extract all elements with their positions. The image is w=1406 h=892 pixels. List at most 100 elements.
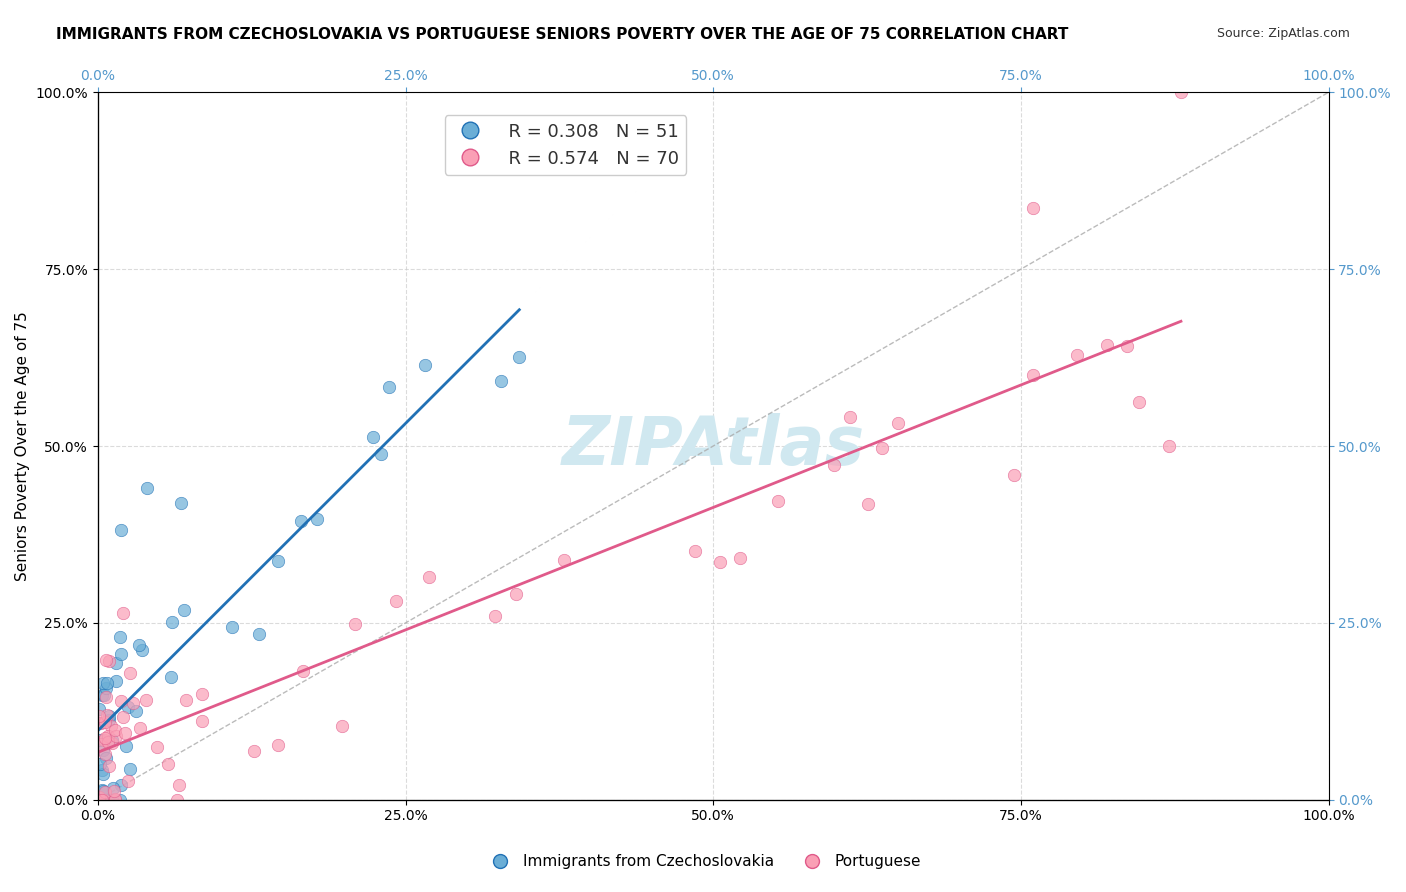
Point: [115, 739, 138, 754]
Point: [1022, 202, 1045, 216]
Point: [89, 702, 111, 716]
Point: [385, 593, 408, 607]
Point: [1095, 338, 1118, 352]
Point: [378, 379, 401, 393]
Point: [128, 638, 150, 652]
Point: [120, 762, 142, 776]
Point: [243, 743, 266, 757]
Point: [93, 676, 115, 690]
Point: [117, 699, 139, 714]
Point: [98, 759, 121, 773]
Point: [343, 616, 366, 631]
Point: [173, 603, 195, 617]
Point: [90, 715, 112, 730]
Point: [728, 550, 751, 565]
Point: [110, 647, 132, 661]
Point: [110, 694, 132, 708]
Point: [97, 729, 120, 743]
Point: [91, 743, 114, 757]
Point: [118, 666, 141, 681]
Point: [101, 793, 124, 807]
Point: [135, 693, 157, 707]
Point: [94, 714, 117, 729]
Point: [1128, 395, 1150, 409]
Point: [100, 719, 122, 733]
Point: [111, 606, 134, 620]
Point: [96, 708, 118, 723]
Point: [111, 710, 134, 724]
Point: [96, 735, 118, 749]
Point: [887, 416, 910, 430]
Point: [484, 609, 506, 624]
Point: [90, 737, 112, 751]
Point: [766, 493, 789, 508]
Point: [104, 729, 127, 743]
Point: [157, 756, 180, 771]
Point: [98, 713, 121, 727]
Point: [305, 512, 328, 526]
Point: [91, 763, 114, 777]
Point: [91, 766, 114, 780]
Point: [838, 410, 860, 425]
Point: [89, 757, 111, 772]
Point: [96, 793, 118, 807]
Point: [114, 726, 136, 740]
Point: [96, 751, 118, 765]
Point: [108, 631, 131, 645]
Point: [101, 732, 124, 747]
Point: [93, 731, 115, 745]
Point: [105, 657, 128, 671]
Point: [104, 674, 127, 689]
Point: [553, 553, 575, 567]
Text: Source: ZipAtlas.com: Source: ZipAtlas.com: [1216, 27, 1350, 40]
Point: [1002, 467, 1025, 482]
Point: [191, 714, 214, 728]
Point: [267, 738, 290, 752]
Point: [1115, 338, 1137, 352]
Point: [89, 709, 111, 723]
Point: [90, 793, 112, 807]
Point: [104, 723, 127, 738]
Point: [870, 442, 893, 456]
Point: [128, 722, 150, 736]
Point: [96, 690, 118, 704]
Point: [101, 780, 124, 795]
Point: [89, 732, 111, 747]
Point: [221, 620, 243, 634]
Point: [110, 779, 132, 793]
Point: [330, 718, 353, 732]
Point: [90, 783, 112, 797]
Point: [1170, 85, 1192, 99]
Point: [247, 627, 270, 641]
Point: [91, 784, 114, 798]
Point: [267, 554, 290, 568]
Point: [93, 747, 115, 761]
Point: [89, 793, 111, 807]
Point: [370, 447, 392, 461]
Point: [505, 587, 527, 601]
Point: [191, 687, 214, 701]
Point: [709, 555, 731, 569]
Y-axis label: Seniors Poverty Over the Age of 75: Seniors Poverty Over the Age of 75: [15, 311, 30, 581]
Point: [167, 778, 190, 792]
Point: [93, 785, 115, 799]
Point: [363, 430, 385, 444]
Point: [160, 669, 183, 683]
Point: [166, 793, 188, 807]
Point: [100, 736, 122, 750]
Point: [110, 793, 132, 807]
Point: [89, 790, 111, 805]
Point: [508, 350, 530, 364]
Point: [93, 793, 115, 807]
Point: [418, 570, 440, 584]
Point: [110, 523, 132, 537]
Point: [125, 704, 148, 718]
Point: [93, 733, 115, 747]
Point: [858, 497, 880, 511]
Point: [94, 653, 117, 667]
Point: [413, 358, 436, 372]
Legend: Immigrants from Czechoslovakia, Portuguese: Immigrants from Czechoslovakia, Portugue…: [478, 848, 928, 875]
Point: [96, 676, 118, 690]
Point: [104, 792, 127, 806]
Point: [103, 784, 125, 798]
